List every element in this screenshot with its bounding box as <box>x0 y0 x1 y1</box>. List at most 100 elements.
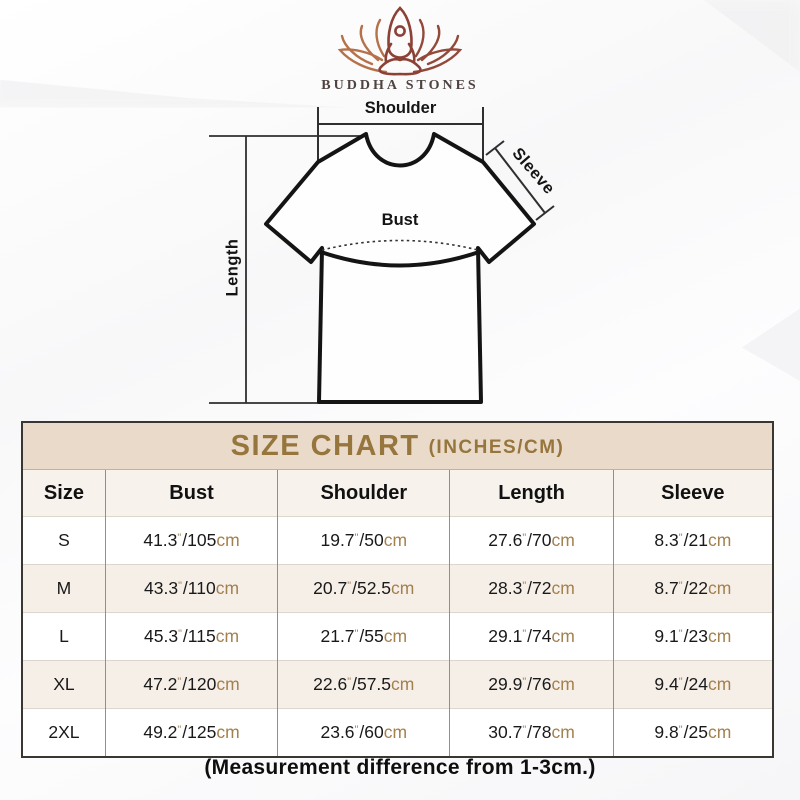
measurement-text: cm <box>707 674 732 694</box>
measurement-text: " <box>522 580 528 593</box>
size-table: Size Bust Shoulder Length Sleeve S 41.3"… <box>23 469 772 756</box>
sleeve-cell: 8.3"/21cm <box>612 516 772 565</box>
size-chart-units: (INCHES/CM) <box>428 437 565 458</box>
measurement-text: " <box>522 676 528 689</box>
measurement-text: /22 <box>683 578 708 598</box>
measurement-text: /55 <box>359 626 384 646</box>
measurement-text: /24 <box>683 674 708 694</box>
measurement-text: 45.3 <box>144 626 179 646</box>
measurement-text: /110 <box>182 578 216 598</box>
measurement-text: 21.7 <box>320 626 355 646</box>
measurement-text: /21 <box>683 530 708 550</box>
measurement-text: cm <box>391 578 415 598</box>
shoulder-cell: 22.6"/57.5cm <box>277 660 450 709</box>
measurement-text: /23 <box>683 626 708 646</box>
measurement-text: 29.9 <box>488 674 523 694</box>
sleeve-cell: 9.4"/24cm <box>612 660 772 709</box>
measurement-text: " <box>177 724 183 737</box>
measurement-text: /25 <box>683 722 708 742</box>
measurement-text: " <box>522 532 528 545</box>
size-cell: XL <box>23 660 106 709</box>
measurement-text: " <box>178 628 183 641</box>
measurement-text: " <box>347 580 353 593</box>
brand-name: BUDDHA STONES <box>321 78 479 93</box>
measurement-text: cm <box>216 722 240 742</box>
measurement-text: /78 <box>527 722 552 742</box>
measurement-text: " <box>522 628 528 641</box>
table-header-row: Size Bust Shoulder Length Sleeve <box>23 469 772 517</box>
measurement-text: cm <box>707 530 732 550</box>
measurement-text: cm <box>216 674 240 694</box>
sleeve-cell: 9.1"/23cm <box>612 612 772 661</box>
measurement-text: cm <box>383 530 408 550</box>
measurement-text: 41.3 <box>143 530 178 550</box>
measurement-text: " <box>354 628 360 641</box>
measurement-text: " <box>678 676 684 689</box>
col-header-shoulder: Shoulder <box>277 469 450 517</box>
sleeve-cell: 8.7"/22cm <box>612 564 772 613</box>
size-chart: SIZE CHART (INCHES/CM) Size Bust Shoulde… <box>21 421 774 758</box>
bust-label: Bust <box>381 211 419 229</box>
size-cell: L <box>23 612 106 661</box>
table-row: L 45.3"/115cm 21.7"/55cm 29.1"/74cm 9.1"… <box>23 612 772 661</box>
measurement-text: 49.2 <box>143 722 178 742</box>
measurement-text: cm <box>551 530 575 550</box>
measurement-text: 8.3 <box>654 530 679 550</box>
measurement-text: /76 <box>527 674 552 694</box>
col-header-length: Length <box>449 469 614 517</box>
measurement-text: " <box>678 724 684 737</box>
measurement-text: cm <box>215 626 240 646</box>
measurement-text: cm <box>551 722 575 742</box>
measurement-text: 28.3 <box>488 578 523 598</box>
measurement-text: cm <box>215 578 240 598</box>
length-cell: 27.6"/70cm <box>449 516 614 565</box>
measurement-text: /115 <box>182 626 216 646</box>
measurement-text: 9.4 <box>654 674 679 694</box>
sleeve-dim-line <box>485 140 555 221</box>
length-cell: 29.1"/74cm <box>449 612 614 661</box>
shirt-outline <box>264 132 536 404</box>
size-chart-title-band: SIZE CHART (INCHES/CM) <box>23 423 772 469</box>
measurement-text: 23.6 <box>320 722 355 742</box>
bust-ellipse-dotted <box>321 239 479 251</box>
measurement-text: " <box>177 532 183 545</box>
measurement-text: 19.7 <box>320 530 355 550</box>
table-row: 2XL 49.2"/125cm 23.6"/60cm 30.7"/78cm 9.… <box>23 708 772 756</box>
measurement-text: cm <box>707 626 732 646</box>
measurement-text: cm <box>707 578 732 598</box>
length-cell: 30.7"/78cm <box>449 708 614 756</box>
bust-cell: 47.2"/120cm <box>104 660 278 709</box>
bust-cell: 49.2"/125cm <box>104 708 278 756</box>
measurement-text: cm <box>551 626 575 646</box>
measurement-text: 30.7 <box>488 722 523 742</box>
table-row: M 43.3"/110cm 20.7"/52.5cm 28.3"/72cm 8.… <box>23 564 772 613</box>
measurement-text: cm <box>551 578 575 598</box>
measurement-text: /74 <box>527 626 552 646</box>
measurement-text: 27.6 <box>488 530 523 550</box>
measurement-text: " <box>678 532 684 545</box>
bust-cell: 43.3"/110cm <box>104 564 278 613</box>
measurement-text: " <box>522 724 528 737</box>
measurement-text: " <box>177 676 183 689</box>
measurement-text: /125 <box>182 722 217 742</box>
measurement-text: " <box>678 580 684 593</box>
size-cell: 2XL <box>23 708 106 756</box>
measurement-text: 9.1 <box>654 626 679 646</box>
bust-cell: 41.3"/105cm <box>104 516 278 565</box>
measurement-text: cm <box>707 722 732 742</box>
size-cell: S <box>23 516 106 565</box>
col-header-sleeve: Sleeve <box>612 469 772 517</box>
length-dim-line <box>209 135 366 404</box>
measurement-text: cm <box>391 674 415 694</box>
measurement-text: /70 <box>527 530 552 550</box>
brand-logo: BUDDHA STONES <box>0 4 800 94</box>
lotus-meditation-icon <box>337 6 463 76</box>
measurement-text: /60 <box>359 722 384 742</box>
measurement-text: 29.1 <box>488 626 523 646</box>
bust-cell: 45.3"/115cm <box>104 612 278 661</box>
col-header-size: Size <box>23 469 106 517</box>
length-label: Length <box>223 238 242 297</box>
shoulder-dim-line <box>317 107 484 163</box>
measurement-note: (Measurement difference from 1-3cm.) <box>204 756 596 779</box>
